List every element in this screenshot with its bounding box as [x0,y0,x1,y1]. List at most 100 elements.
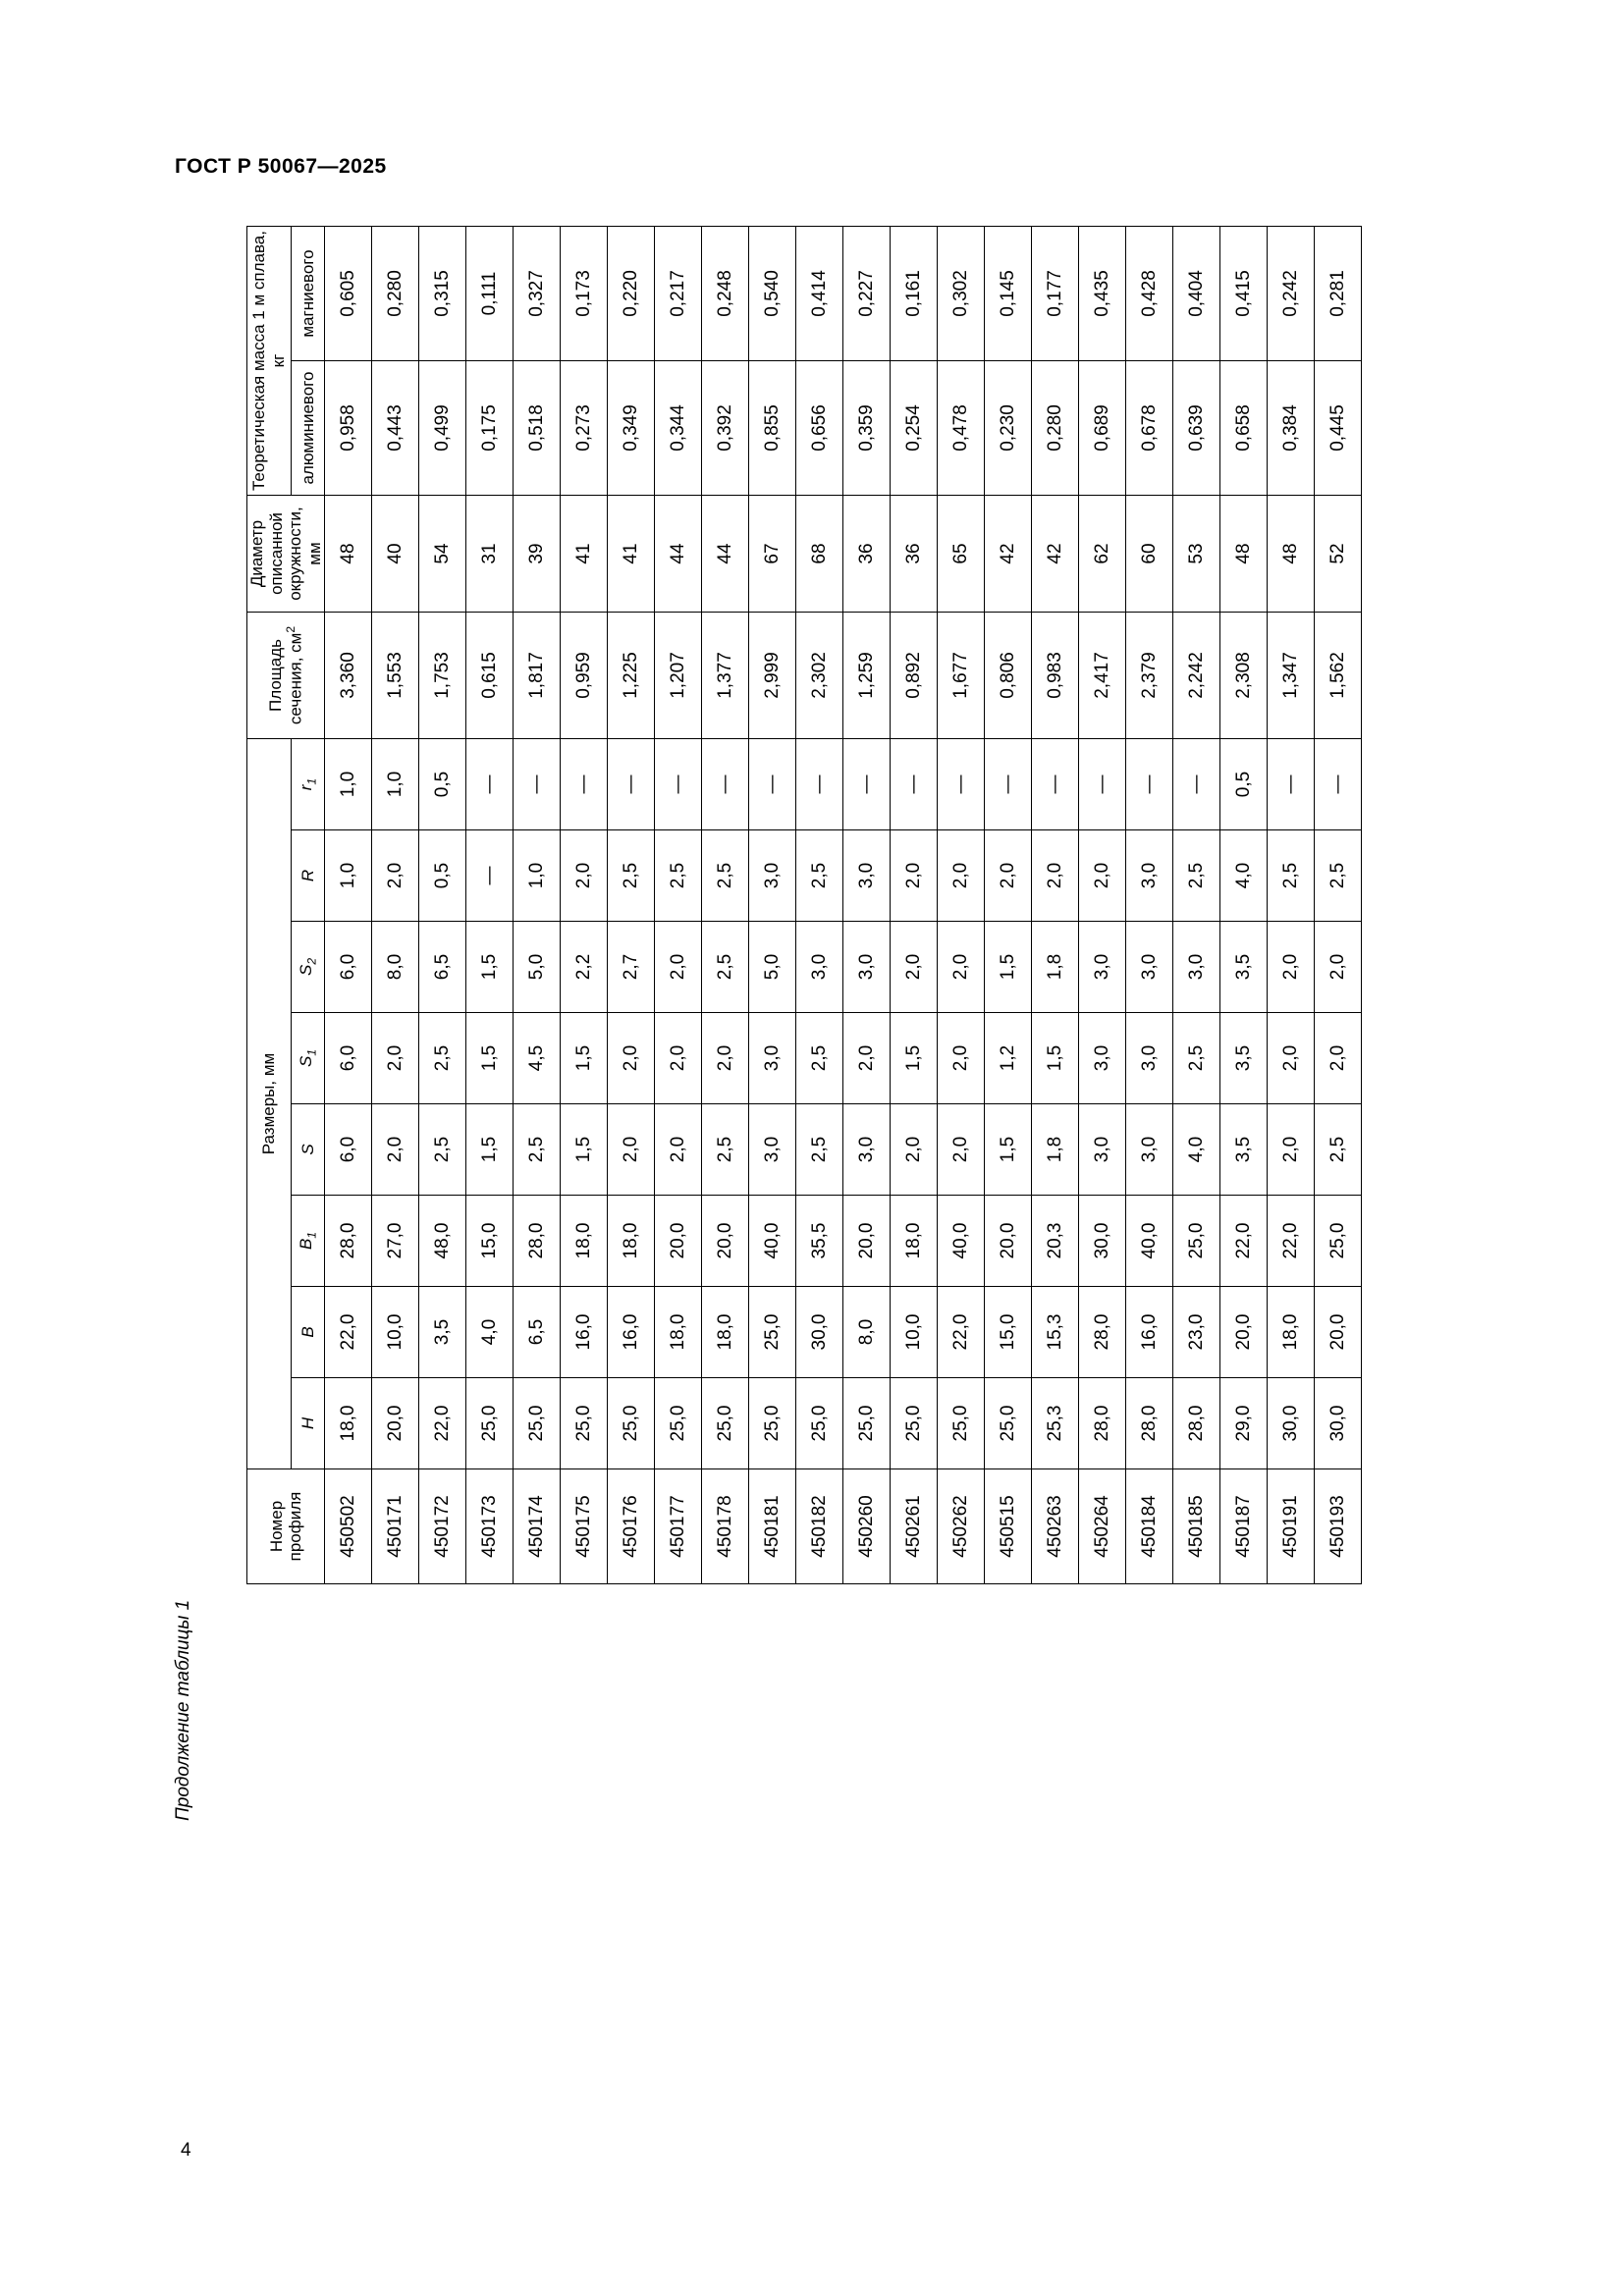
cell-dim-r1: — [513,738,561,830]
cell-dim-H: 22,0 [418,1377,466,1469]
cell-dim-S1: 6,0 [324,1012,372,1104]
cell-profile-number: 450502 [324,1468,372,1584]
cell-dim-S1: 1,5 [1031,1012,1079,1104]
cell-dim-S2: 3,5 [1219,921,1268,1013]
cell-dim-H: 25,0 [795,1377,843,1469]
cell-mass-aluminium: 0,280 [1031,360,1079,496]
cell-mass-magnesium: 0,302 [937,226,985,361]
cell-dim-H: 25,0 [842,1377,891,1469]
cell-profile-number: 450176 [607,1468,655,1584]
cell-dim-S1: 2,0 [607,1012,655,1104]
cell-dim-r1: — [1078,738,1126,830]
cell-dim-B: 25,0 [748,1286,796,1378]
cell-dim-S: 2,5 [1314,1103,1362,1196]
cell-profile-number: 450184 [1125,1468,1173,1584]
cell-dim-B1: 20,0 [984,1195,1032,1287]
cell-dim-r1: 0,5 [1219,738,1268,830]
header-dim-B1-subscript: 1 [304,1231,319,1239]
cell-dim-S2: 6,5 [418,921,466,1013]
cell-dim-B1: 27,0 [371,1195,419,1287]
cell-dim-H: 28,0 [1172,1377,1220,1469]
cell-dim-R: — [465,829,514,922]
cell-area: 1,553 [371,612,419,739]
cell-dim-S2: 8,0 [371,921,419,1013]
cell-dim-S2: 3,0 [842,921,891,1013]
table-row: 450176 25,0 16,0 18,0 2,0 2,0 2,7 2,5—1,225 41 0,… [607,226,655,1584]
header-area: Площадь сечения, см2 [246,612,325,739]
cell-dim-B: 15,0 [984,1286,1032,1378]
cell-dim-B1: 20,3 [1031,1195,1079,1287]
cell-dim-r1: — [465,738,514,830]
header-mass-magnesium: магниевого [291,226,325,361]
cell-dim-B: 18,0 [1267,1286,1315,1378]
cell-dim-B1: 25,0 [1314,1195,1362,1287]
cell-diameter: 39 [513,495,561,613]
cell-diameter: 41 [560,495,608,613]
header-dim-B: B [291,1286,325,1378]
cell-dim-S: 3,0 [748,1103,796,1196]
cell-dim-R: 3,0 [842,829,891,922]
cell-dim-S1: 3,0 [748,1012,796,1104]
cell-dim-B: 16,0 [607,1286,655,1378]
cell-mass-aluminium: 0,656 [795,360,843,496]
table-row: 450182 25,0 30,0 35,5 2,5 2,5 3,0 2,5—2,302 68 0,… [795,226,843,1584]
cell-dim-S1: 2,0 [1267,1012,1315,1104]
cell-profile-number: 450515 [984,1468,1032,1584]
cell-mass-aluminium: 0,689 [1078,360,1126,496]
cell-dim-R: 4,0 [1219,829,1268,922]
cell-diameter: 65 [937,495,985,613]
cell-mass-magnesium: 0,414 [795,226,843,361]
cell-dim-B: 16,0 [1125,1286,1173,1378]
header-dim-S2: S2 [291,921,325,1013]
cell-dim-H: 25,0 [560,1377,608,1469]
cell-dim-S: 4,0 [1172,1103,1220,1196]
cell-dim-R: 2,0 [1031,829,1079,922]
table-head: Номер профиля Размеры, мм Площадь сечени… [246,226,325,1584]
table-row: 450187 29,0 20,0 22,0 3,5 3,5 3,5 4,0 0,5 2,308 48… [1219,226,1268,1584]
table-row: 450185 28,0 23,0 25,0 4,0 2,5 3,0 2,5—2,242 53 0,… [1172,226,1220,1584]
cell-dim-B: 22,0 [937,1286,985,1378]
cell-dim-S: 2,0 [371,1103,419,1196]
cell-profile-number: 450264 [1078,1468,1126,1584]
cell-dim-S: 1,5 [560,1103,608,1196]
cell-profile-number: 450191 [1267,1468,1315,1584]
cell-mass-aluminium: 0,639 [1172,360,1220,496]
cell-dim-S: 6,0 [324,1103,372,1196]
cell-dim-B1: 40,0 [1125,1195,1173,1287]
cell-dim-R: 2,5 [654,829,702,922]
cell-dim-S: 1,8 [1031,1103,1079,1196]
header-dim-S1-letter: S [297,1055,315,1068]
cell-dim-r1: — [795,738,843,830]
cell-mass-magnesium: 0,315 [418,226,466,361]
cell-dim-B: 30,0 [795,1286,843,1378]
cell-profile-number: 450260 [842,1468,891,1584]
cell-diameter: 48 [1267,495,1315,613]
cell-mass-magnesium: 0,220 [607,226,655,361]
table-header-row-groups: Номер профиля Размеры, мм Площадь сечени… [246,226,325,1584]
cell-dim-S1: 2,5 [418,1012,466,1104]
cell-profile-number: 450177 [654,1468,702,1584]
table-inner: Номер профиля Размеры, мм Площадь сечени… [246,226,1362,1584]
cell-mass-magnesium: 0,404 [1172,226,1220,361]
cell-dim-B: 16,0 [560,1286,608,1378]
cell-dim-S1: 2,0 [701,1012,749,1104]
cell-dim-S2: 1,5 [984,921,1032,1013]
cell-dim-r1: — [1314,738,1362,830]
cell-dim-H: 25,0 [513,1377,561,1469]
cell-mass-aluminium: 0,518 [513,360,561,496]
cell-profile-number: 450261 [890,1468,938,1584]
cell-profile-number: 450185 [1172,1468,1220,1584]
cell-dim-S: 2,5 [701,1103,749,1196]
cell-dim-B1: 40,0 [937,1195,985,1287]
cell-mass-magnesium: 0,280 [371,226,419,361]
cell-dim-S: 3,0 [842,1103,891,1196]
cell-dim-S2: 3,0 [1172,921,1220,1013]
cell-area: 0,892 [890,612,938,739]
cell-dim-R: 0,5 [418,829,466,922]
header-area-text: Площадь сечения, см [265,632,305,725]
cell-profile-number: 450171 [371,1468,419,1584]
cell-dim-R: 3,0 [1125,829,1173,922]
cell-dim-S2: 3,0 [1125,921,1173,1013]
cell-dim-H: 25,0 [701,1377,749,1469]
cell-area: 0,983 [1031,612,1079,739]
